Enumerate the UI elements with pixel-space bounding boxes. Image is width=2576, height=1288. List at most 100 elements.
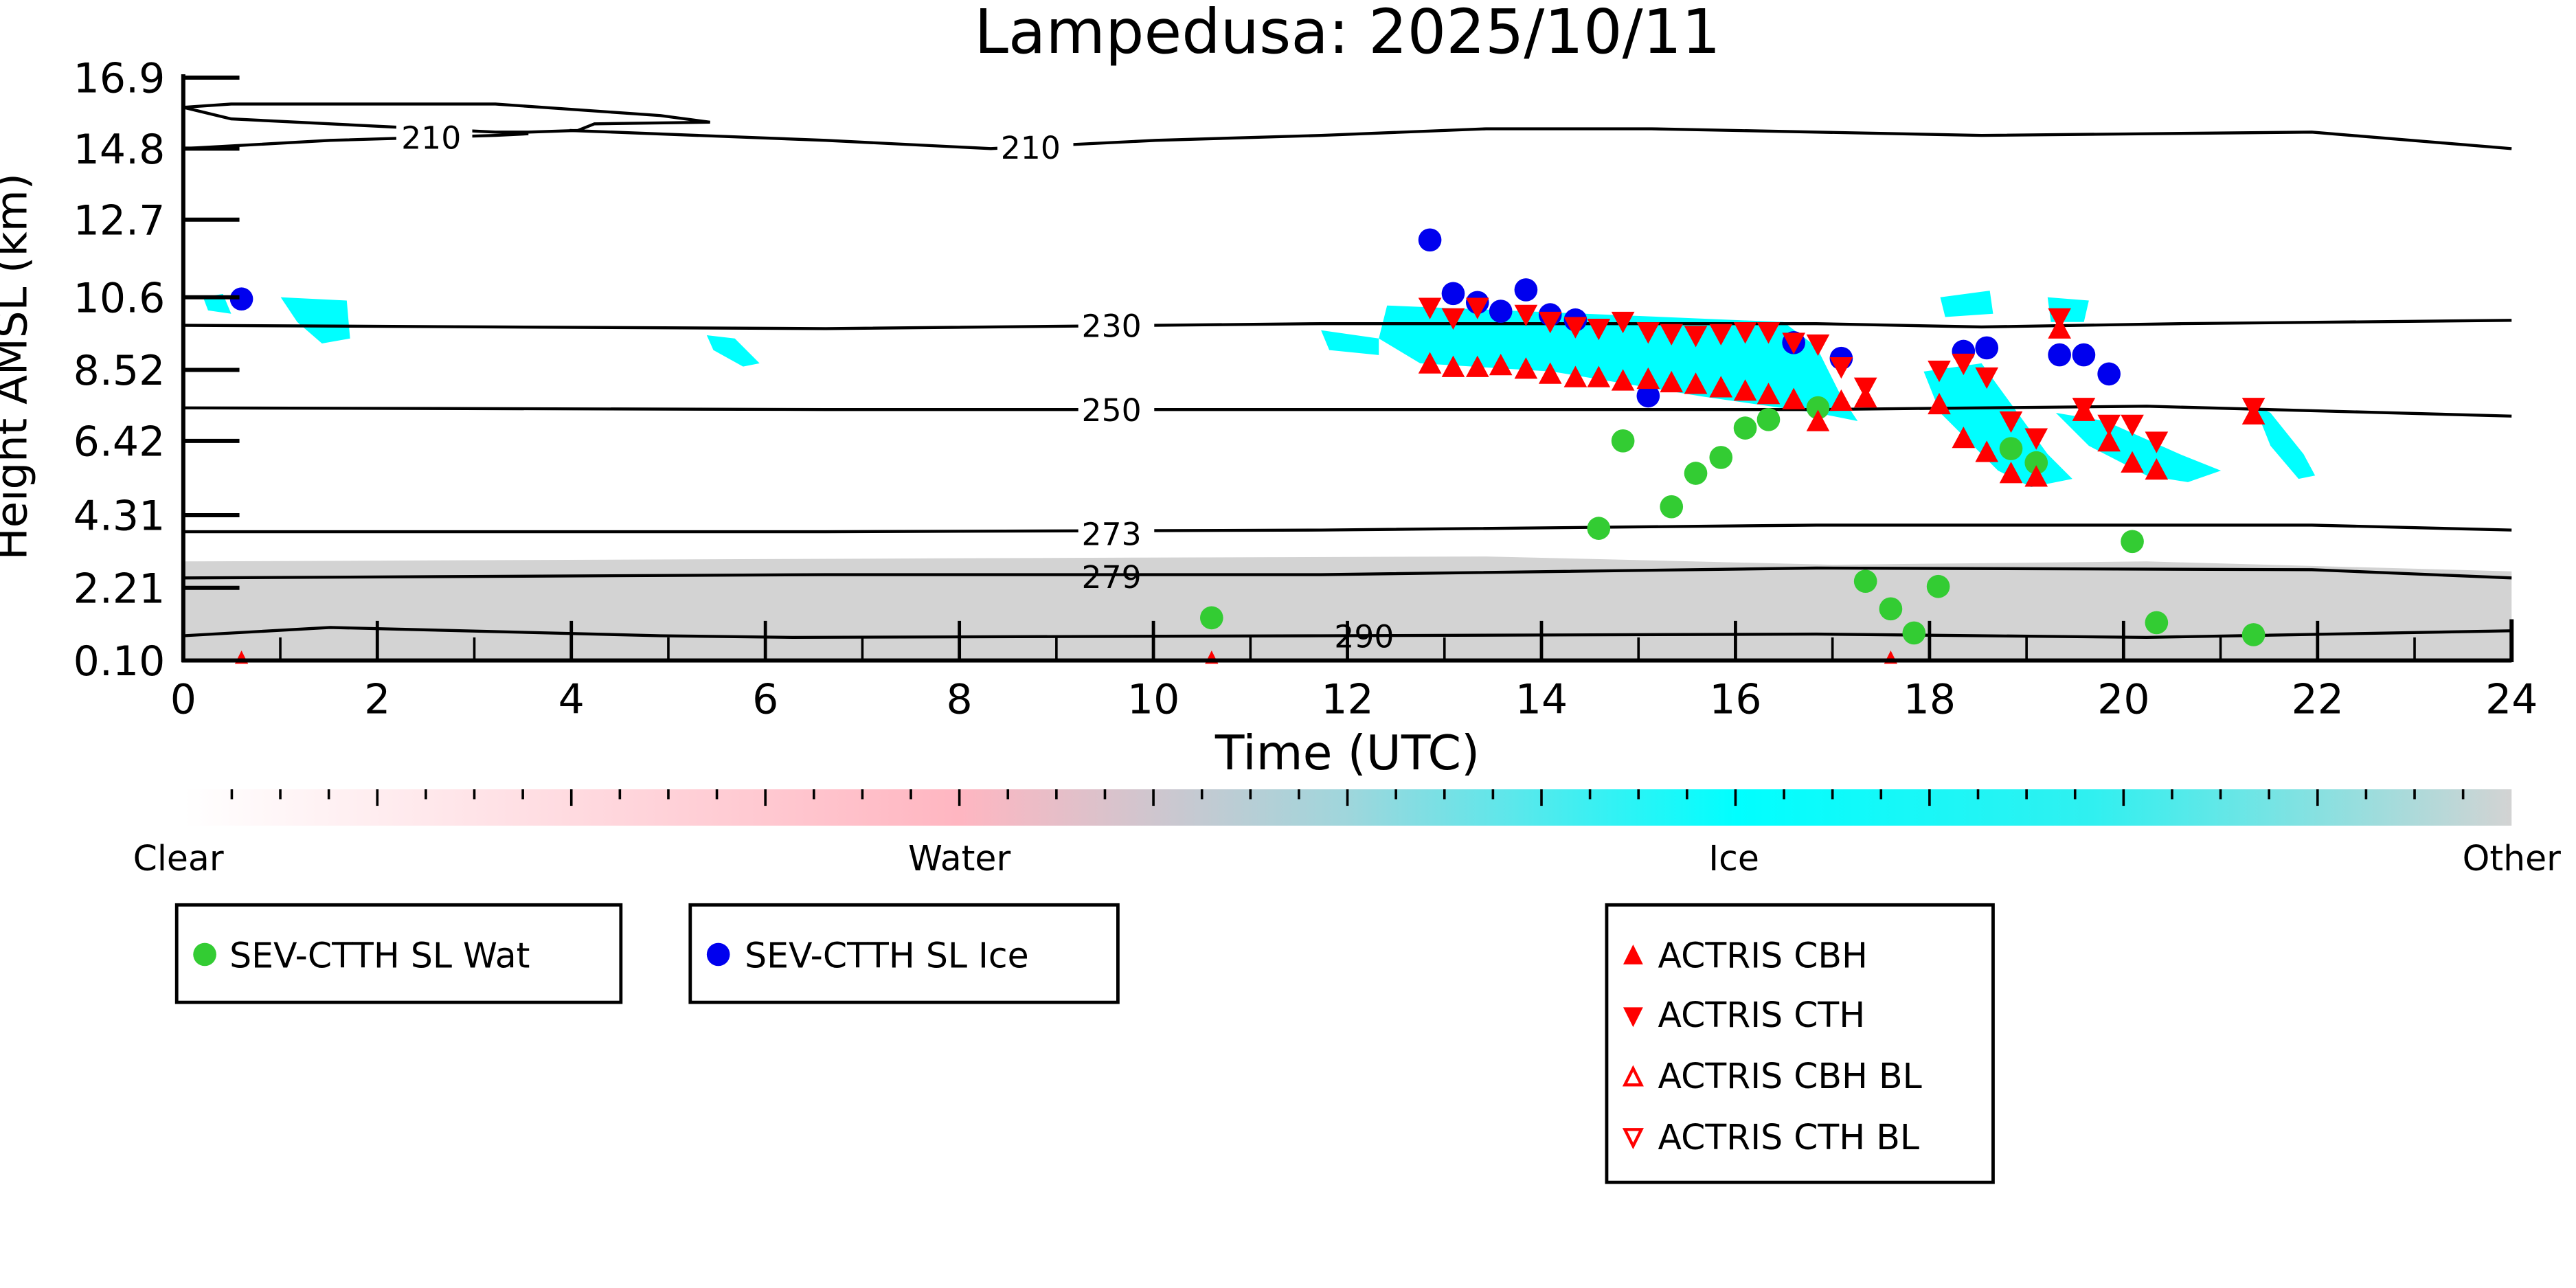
contour-label: 290 [1334,618,1394,655]
actris-cth-point [1418,297,1442,319]
sev-ctth-sl-wat-point [2121,530,2144,554]
actris-cbh-point [1709,376,1733,398]
sev-ctth-sl-wat-point [2241,623,2266,646]
triangle-up-icon [1623,945,1643,964]
actris-cbh-point [2024,465,2048,487]
triangle-up-open-icon [1622,1065,1644,1087]
sev-ctth-sl-wat-point [1684,462,1708,485]
sev-ctth-sl-ice-point [229,287,253,311]
sev-ctth-sl-wat-point [1902,621,1926,645]
x-tick-label: 22 [2292,675,2344,723]
ice-cloud-upper [1940,291,2089,322]
actris-cth-point [1952,353,1976,376]
actris-cbh-point [1636,367,1660,389]
ice-cloud-main [1379,305,1858,421]
legend-sl-wat: SEV-CTTH SL Wat [174,903,623,1004]
actris-cth-point [1853,377,1877,399]
legend-label: ACTRIS CBH BL [1658,1056,1921,1096]
x-tick-label: 16 [1709,675,1761,723]
actris-cbh-point [1611,369,1635,391]
colorbar-label-other: Other [2463,838,2562,879]
actris-cth-point [1538,311,1562,334]
actris-cth-point [1928,361,1951,383]
sev-ctth-sl-wat-point [2145,611,2169,635]
x-tick-label: 4 [558,675,585,723]
actris-cth-point [1756,322,1781,344]
x-axis-label: Time (UTC) [1214,725,1480,781]
sev-ctth-sl-ice-point [1514,278,1538,302]
legend-label: SEV-CTTH SL Wat [229,936,530,976]
contour-label: 273 [1082,516,1142,552]
actris-cth-point [1829,357,1853,379]
contour-label: 210 [1001,130,1061,166]
contour-label: 230 [1082,308,1142,344]
actris-cth-point [1441,308,1465,330]
sev-ctth-sl-wat-point [1709,446,1733,469]
actris-cth-point [1782,332,1806,354]
actris-cbh-point [1489,354,1513,376]
actris-cth-point [1684,326,1708,348]
y-tick-label: 14.8 [74,126,166,174]
actris-cth-point [2241,398,2266,420]
chart-title: Lampedusa: 2025/10/11 [974,0,1720,67]
legend-label: ACTRIS CTH BL [1658,1117,1919,1157]
sev-ctth-sl-ice-point [1489,300,1513,323]
actris-cbh-point [1660,370,1684,393]
y-axis-ticks: 16.9 14.8 12.7 10.6 8.52 6.42 4.31 2.21 0.10 [74,55,240,686]
sev-ctth-sl-wat-point [1199,606,1223,630]
contour-label: 210 [401,120,461,156]
ice-cloud-second [1923,363,2072,488]
actris-cth-point [1514,304,1538,326]
x-tick-label: 6 [752,675,778,723]
contour-label: 279 [1082,559,1142,596]
actris-cth-point [1660,324,1684,346]
actris-cbh-point [1587,365,1611,387]
actris-cbh-point [1418,352,1442,374]
sev-ctth-sl-wat-point [1999,437,2023,460]
x-axis-ticks: 0 2 4 6 8 10 12 14 16 18 20 22 24 [170,620,2538,723]
actris-cth-point [1733,322,1757,344]
sev-ctth-sl-wat-point [1853,569,1877,594]
sev-ctth-sl-ice-point [2097,362,2121,386]
sev-ctth-sl-wat-point [1587,517,1611,540]
sev-ctth-sl-ice-point [1418,228,1442,252]
actris-cbh-point [1975,440,1999,462]
colorbar-label-water: Water [908,838,1010,879]
sev-ctth-sl-ice-point [2048,343,2071,367]
colorbar: Clear Water Ice Other [133,789,2562,879]
sev-ctth-sl-wat-point [2024,451,2048,475]
sev-ctth-sl-wat-point [1756,407,1781,431]
sev-ctth-sl-wat-point [1733,416,1757,440]
actris-cbh-point [1514,357,1538,379]
legend-blue-circle-icon [706,942,730,967]
actris-cth-point [1587,319,1611,341]
data-markers [229,228,2266,664]
actris-cbh-point [1538,362,1562,384]
actris-cth-point [1806,334,1830,357]
actris-cth-point [2121,414,2144,437]
ice-cloud-third [2055,412,2222,482]
actris-cbh-point [1684,372,1708,394]
x-tick-label: 14 [1515,675,1568,723]
x-tick-label: 18 [1903,675,1956,723]
actris-cth-point [1999,411,2023,433]
actris-cbh-point [1999,462,2023,484]
legend-actris: ACTRIS CBH ACTRIS CTH ACTRIS CBH BL ACTR… [1605,903,1995,1184]
actris-cth-point [2024,428,2048,450]
x-tick-label: 12 [1321,675,1373,723]
actris-cbh-point [1756,383,1781,405]
actris-cbh-point [1928,392,1951,415]
ice-cloud-early [203,293,1379,367]
y-tick-label: 4.31 [74,493,166,541]
colorbar-label-ice: Ice [1708,838,1759,879]
y-tick-label: 0.10 [74,637,166,686]
legend-green-circle-icon [193,942,216,967]
triangle-down-open-icon [1622,1128,1644,1150]
y-tick-label: 2.21 [74,565,166,613]
contour-labels: 210 210 230 250 273 279 290 [396,119,1394,655]
actris-cth-point [2145,431,2169,453]
x-tick-label: 8 [947,675,973,723]
x-tick-label: 20 [2097,675,2149,723]
ice-cloud-fourth [2254,404,2316,479]
